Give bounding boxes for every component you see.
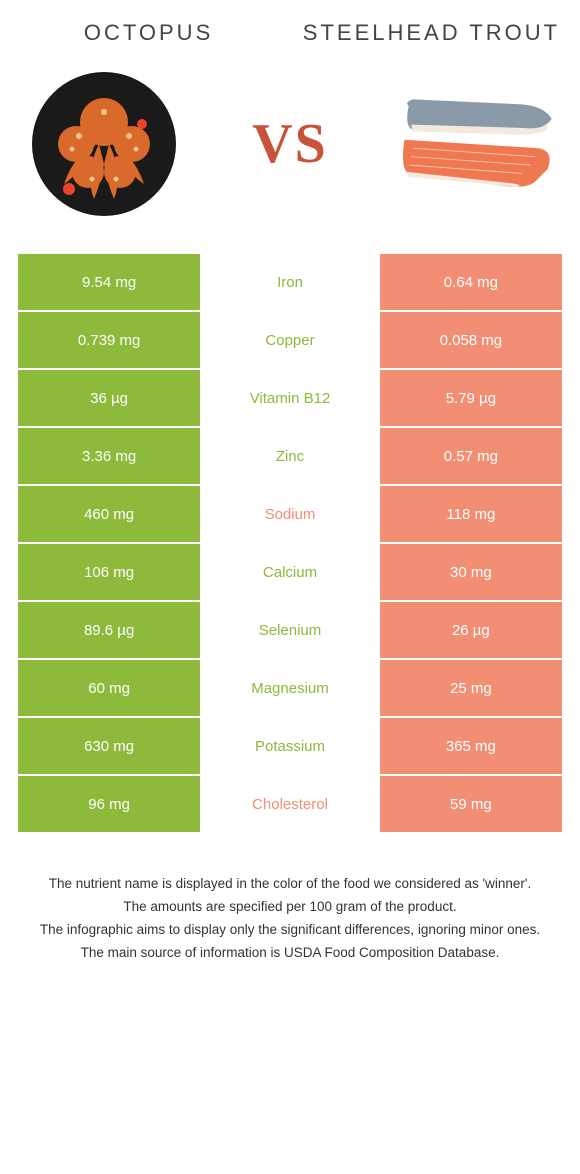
right-value-cell: 25 mg [380, 660, 562, 716]
right-value-cell: 5.79 µg [380, 370, 562, 426]
right-value-cell: 59 mg [380, 776, 562, 832]
right-value-cell: 26 µg [380, 602, 562, 658]
right-value-cell: 365 mg [380, 718, 562, 774]
right-value-cell: 118 mg [380, 486, 562, 542]
table-row: 630 mgPotassium365 mg [18, 718, 562, 776]
table-row: 3.36 mgZinc0.57 mg [18, 428, 562, 486]
vs-label: VS [252, 112, 328, 176]
comparison-table: 9.54 mgIron0.64 mg0.739 mgCopper0.058 mg… [18, 254, 562, 834]
header-row: Octopus Steelhead trout [18, 20, 562, 46]
table-row: 106 mgCalcium30 mg [18, 544, 562, 602]
nutrient-label-cell: Sodium [200, 486, 380, 542]
footer-line: The nutrient name is displayed in the co… [32, 874, 548, 895]
left-value-cell: 3.36 mg [18, 428, 200, 484]
left-value-cell: 9.54 mg [18, 254, 200, 310]
table-row: 460 mgSodium118 mg [18, 486, 562, 544]
right-food-title: Steelhead trout [301, 20, 562, 46]
nutrient-label-cell: Zinc [200, 428, 380, 484]
left-value-cell: 60 mg [18, 660, 200, 716]
table-row: 9.54 mgIron0.64 mg [18, 254, 562, 312]
octopus-image [24, 64, 184, 224]
table-row: 89.6 µgSelenium26 µg [18, 602, 562, 660]
images-row: VS [18, 64, 562, 224]
left-value-cell: 89.6 µg [18, 602, 200, 658]
nutrient-label-cell: Potassium [200, 718, 380, 774]
trout-image [396, 64, 556, 224]
nutrient-label-cell: Vitamin B12 [200, 370, 380, 426]
table-row: 0.739 mgCopper0.058 mg [18, 312, 562, 370]
infographic-container: Octopus Steelhead trout [0, 0, 580, 986]
right-value-cell: 0.57 mg [380, 428, 562, 484]
footer-line: The amounts are specified per 100 gram o… [32, 897, 548, 918]
left-food-title: Octopus [18, 20, 279, 46]
footer-line: The infographic aims to display only the… [32, 920, 548, 941]
nutrient-label-cell: Iron [200, 254, 380, 310]
left-value-cell: 0.739 mg [18, 312, 200, 368]
left-value-cell: 36 µg [18, 370, 200, 426]
left-value-cell: 630 mg [18, 718, 200, 774]
right-value-cell: 0.058 mg [380, 312, 562, 368]
footer-notes: The nutrient name is displayed in the co… [18, 874, 562, 964]
table-row: 36 µgVitamin B125.79 µg [18, 370, 562, 428]
table-row: 96 mgCholesterol59 mg [18, 776, 562, 834]
right-value-cell: 0.64 mg [380, 254, 562, 310]
nutrient-label-cell: Copper [200, 312, 380, 368]
nutrient-label-cell: Calcium [200, 544, 380, 600]
left-value-cell: 106 mg [18, 544, 200, 600]
left-value-cell: 460 mg [18, 486, 200, 542]
nutrient-label-cell: Magnesium [200, 660, 380, 716]
nutrient-label-cell: Cholesterol [200, 776, 380, 832]
nutrient-label-cell: Selenium [200, 602, 380, 658]
left-value-cell: 96 mg [18, 776, 200, 832]
table-row: 60 mgMagnesium25 mg [18, 660, 562, 718]
right-value-cell: 30 mg [380, 544, 562, 600]
footer-line: The main source of information is USDA F… [32, 943, 548, 964]
